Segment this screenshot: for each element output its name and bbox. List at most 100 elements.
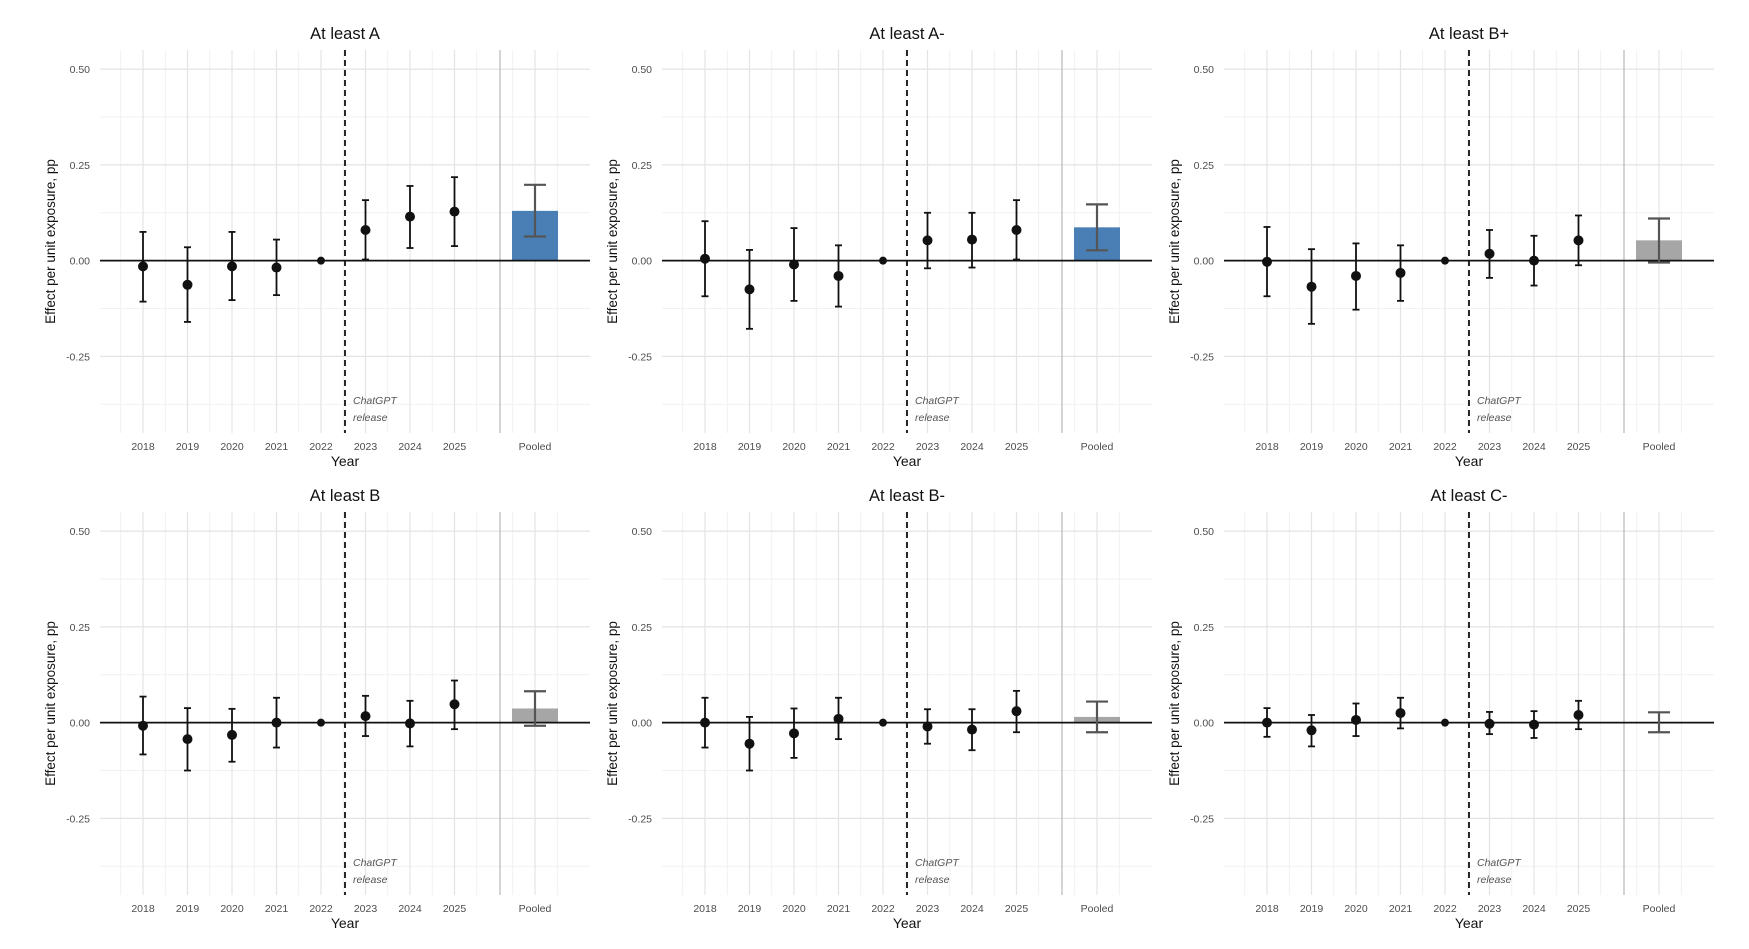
- x-tick-label: 2022: [309, 903, 333, 915]
- x-tick-label: 2024: [1522, 441, 1546, 453]
- point-estimate: [317, 718, 325, 727]
- point-estimate: [922, 235, 933, 246]
- x-tick-label: 2025: [443, 903, 467, 915]
- panel-title: At least A: [310, 25, 380, 43]
- point-estimate: [700, 717, 710, 728]
- release-annotation-line2: release: [353, 874, 388, 886]
- y-axis-label: Effect per unit exposure, pp: [43, 621, 58, 786]
- y-tick-label: 0.00: [70, 256, 91, 268]
- x-tick-label: 2022: [309, 441, 333, 453]
- y-axis-label: Effect per unit exposure, pp: [605, 159, 620, 324]
- x-tick-label: 2021: [1389, 903, 1413, 915]
- release-annotation-line2: release: [915, 874, 950, 886]
- chart-panel-5: At least B- 0.50 0.25 0.00 -0.25 Effect per u…: [605, 487, 1152, 931]
- y-tick-label: 0.50: [1194, 64, 1215, 76]
- release-annotation-line2: release: [915, 412, 950, 424]
- y-tick-label: -0.25: [66, 351, 90, 363]
- x-tick-label-pooled: Pooled: [519, 441, 552, 453]
- x-tick-label: 2018: [131, 903, 155, 915]
- x-tick-label: 2025: [1005, 441, 1029, 453]
- y-tick-label: -0.25: [1190, 813, 1214, 825]
- point-estimate: [922, 721, 933, 732]
- point-estimate: [271, 262, 282, 273]
- y-tick-label: -0.25: [628, 351, 652, 363]
- point-estimate: [1306, 725, 1317, 736]
- x-axis-label: Year: [1455, 453, 1484, 469]
- y-tick-label: 0.50: [1194, 526, 1215, 538]
- x-tick-label: 2021: [265, 441, 289, 453]
- y-tick-label: 0.25: [1194, 622, 1215, 634]
- point-estimate: [405, 718, 415, 729]
- chart-panel-2: At least A- 0.50 0.25 0.00 -0.25 Effect per u…: [605, 25, 1152, 469]
- point-estimate: [833, 713, 844, 724]
- y-tick-label: -0.25: [1190, 351, 1214, 363]
- panel-title: At least A-: [869, 25, 944, 43]
- point-estimate: [744, 738, 755, 749]
- chart-panel-3: At least B+ 0.50 0.25 0.00 -0.25 Effect per u…: [1167, 25, 1714, 469]
- x-tick-label: 2018: [1255, 903, 1279, 915]
- point-estimate: [744, 284, 755, 295]
- panel-title: At least C-: [1430, 487, 1507, 505]
- release-annotation-line1: ChatGPT: [353, 857, 398, 869]
- point-estimate: [360, 225, 371, 236]
- point-estimate: [182, 279, 193, 290]
- y-axis-label: Effect per unit exposure, pp: [43, 159, 58, 324]
- y-axis-label: Effect per unit exposure, pp: [1167, 159, 1182, 324]
- x-tick-label: 2024: [960, 903, 984, 915]
- x-tick-label-pooled: Pooled: [519, 903, 552, 915]
- point-estimate: [1441, 718, 1449, 727]
- y-tick-label: -0.25: [66, 813, 90, 825]
- chart-panel-4: At least B 0.50 0.25 0.00 -0.25 Effect per un…: [43, 487, 590, 931]
- x-tick-label: 2022: [871, 441, 895, 453]
- x-tick-label: 2023: [354, 903, 378, 915]
- y-tick-label: 0.50: [632, 64, 653, 76]
- point-estimate: [879, 256, 887, 265]
- x-tick-label: 2025: [1567, 441, 1591, 453]
- x-tick-label: 2022: [1433, 441, 1457, 453]
- point-estimate: [1484, 248, 1495, 259]
- point-estimate: [1351, 714, 1361, 725]
- x-tick-label: 2018: [1255, 441, 1279, 453]
- point-estimate: [317, 256, 325, 265]
- release-annotation-line2: release: [1477, 874, 1512, 886]
- release-annotation-line1: ChatGPT: [1477, 395, 1522, 407]
- x-axis-label: Year: [331, 915, 360, 931]
- point-estimate: [1573, 235, 1584, 246]
- y-tick-label: 0.00: [1194, 718, 1215, 730]
- y-tick-label: 0.00: [70, 718, 91, 730]
- y-tick-label: 0.25: [70, 622, 91, 634]
- release-annotation-line2: release: [1477, 412, 1512, 424]
- x-tick-label: 2025: [1005, 903, 1029, 915]
- x-tick-label-pooled: Pooled: [1643, 903, 1676, 915]
- y-tick-label: 0.25: [632, 622, 653, 634]
- point-estimate: [1011, 225, 1022, 236]
- panel-title: At least B: [310, 487, 381, 505]
- point-estimate: [227, 261, 237, 272]
- x-tick-label: 2018: [693, 441, 717, 453]
- point-estimate: [1262, 717, 1272, 728]
- x-tick-label: 2024: [960, 441, 984, 453]
- x-tick-label: 2018: [131, 441, 155, 453]
- y-tick-label: 0.25: [70, 160, 91, 172]
- x-tick-label: 2024: [398, 903, 422, 915]
- x-tick-label: 2019: [738, 441, 762, 453]
- x-tick-label: 2018: [693, 903, 717, 915]
- point-estimate: [1351, 270, 1361, 281]
- x-tick-label: 2024: [398, 441, 422, 453]
- x-tick-label: 2025: [443, 441, 467, 453]
- x-tick-label: 2020: [220, 903, 244, 915]
- point-estimate: [1573, 709, 1584, 720]
- x-axis-label: Year: [1455, 915, 1484, 931]
- point-estimate: [967, 724, 977, 735]
- x-tick-label: 2020: [1344, 903, 1368, 915]
- x-tick-label: 2023: [1478, 441, 1502, 453]
- y-tick-label: -0.25: [628, 813, 652, 825]
- point-estimate: [138, 720, 148, 731]
- point-estimate: [1395, 708, 1406, 719]
- point-estimate: [1306, 281, 1317, 292]
- y-tick-label: 0.00: [1194, 256, 1215, 268]
- x-tick-label: 2019: [1300, 441, 1324, 453]
- x-tick-label: 2019: [1300, 903, 1324, 915]
- y-tick-label: 0.50: [70, 526, 91, 538]
- x-tick-label: 2020: [1344, 441, 1368, 453]
